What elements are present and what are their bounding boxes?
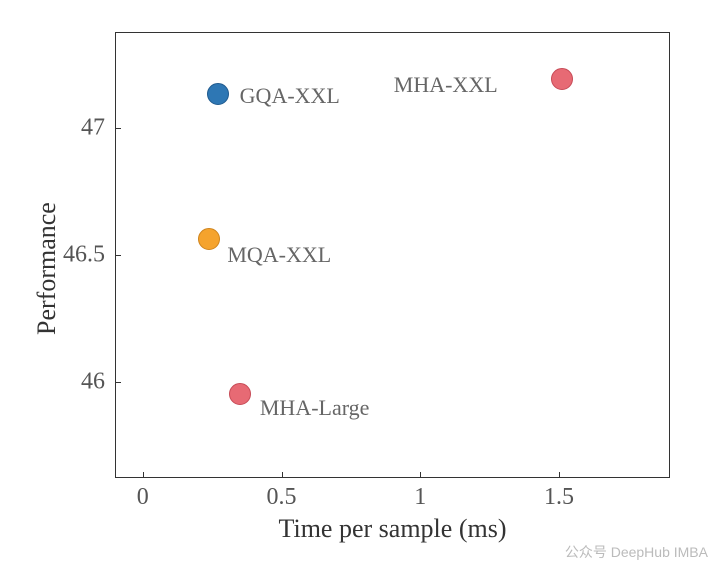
point-mqa-xxl [198, 228, 220, 250]
y-tick-label: 46 [81, 368, 105, 395]
point-mha-large [229, 383, 251, 405]
y-tick-mark [115, 255, 121, 256]
watermark-text: 公众号 DeepHub IMBA [565, 542, 708, 562]
plot-area [115, 32, 670, 478]
point-gqa-xxl [207, 83, 229, 105]
scatter-chart: 0 0.5 1 1.5 46 46.5 47 GQA-XXL MHA-XXL MQA-XXL MH… [0, 0, 720, 570]
y-tick-mark [115, 128, 121, 129]
x-axis-label: Time per sample (ms) [279, 514, 507, 544]
point-label-mqa-xxl: MQA-XXL [227, 242, 331, 268]
point-label-gqa-xxl: GQA-XXL [240, 83, 340, 109]
y-tick-label: 47 [81, 115, 105, 142]
x-tick-mark [559, 472, 560, 478]
point-label-mha-large: MHA-Large [260, 395, 370, 421]
x-tick-label: 1.5 [544, 484, 574, 511]
point-mha-xxl [551, 68, 573, 90]
x-tick-label: 0.5 [267, 484, 297, 511]
x-tick-mark [282, 472, 283, 478]
point-label-mha-xxl: MHA-XXL [394, 72, 498, 98]
y-tick-label: 46.5 [63, 242, 105, 269]
y-tick-mark [115, 382, 121, 383]
x-tick-mark [420, 472, 421, 478]
y-axis-label: Performance [32, 202, 62, 335]
x-tick-mark [143, 472, 144, 478]
x-tick-label: 0 [137, 484, 149, 511]
x-tick-label: 1 [414, 484, 426, 511]
